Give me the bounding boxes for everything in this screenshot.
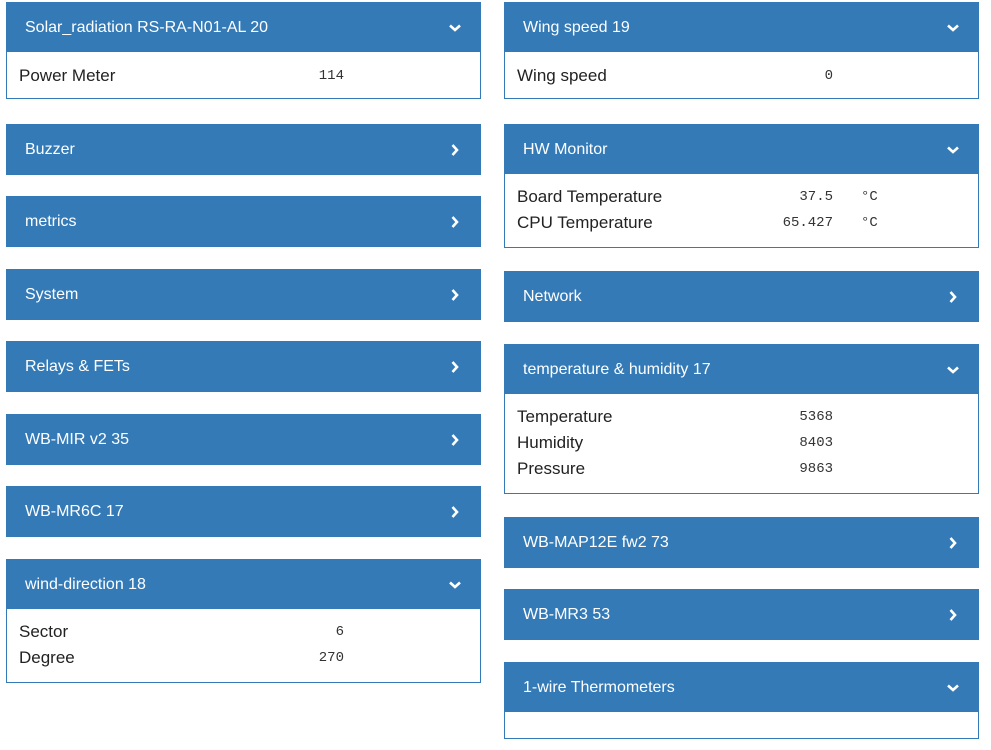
control-value: 5368 [799, 409, 833, 425]
control-row: Pressure 9863 [517, 456, 966, 482]
panel-title: metrics [25, 212, 77, 230]
control-row: Sector 6 [19, 619, 468, 645]
control-row: Power Meter 114 [19, 63, 468, 89]
panel-heading-buzzer[interactable]: Buzzer [7, 125, 480, 174]
panel-heading-wing-speed[interactable]: Wing speed 19 [505, 3, 978, 52]
panel-title: temperature & humidity 17 [523, 360, 711, 378]
panel-heading-system[interactable]: System [7, 270, 480, 319]
chevron-down-icon [946, 143, 960, 157]
control-value: 0 [824, 68, 833, 84]
chevron-right-icon [946, 608, 960, 622]
control-label: Board Temperature [517, 187, 663, 206]
panel-heading-temperature-humidity[interactable]: temperature & humidity 17 [505, 345, 978, 394]
control-value: 37.5 [799, 189, 833, 205]
panel-title: Buzzer [25, 140, 75, 158]
panel-wb-map12e: WB-MAP12E fw2 73 [504, 517, 979, 568]
control-row: Wing speed 0 [517, 63, 966, 89]
control-label: Wing speed [517, 66, 607, 85]
control-row: Temperature 5368 [517, 404, 966, 430]
panel-title: WB-MR6C 17 [25, 502, 124, 520]
panel-network: Network [504, 271, 979, 322]
panel-title: Relays & FETs [25, 357, 130, 375]
panel-heading-wb-map12e[interactable]: WB-MAP12E fw2 73 [505, 518, 978, 567]
panel-title: System [25, 285, 79, 303]
control-unit: °C [861, 189, 878, 205]
chevron-right-icon [946, 536, 960, 550]
chevron-down-icon [448, 21, 462, 35]
panel-system: System [6, 269, 481, 320]
panel-heading-wind-direction[interactable]: wind-direction 18 [7, 560, 480, 609]
chevron-down-icon [448, 578, 462, 592]
chevron-right-icon [448, 505, 462, 519]
control-label: Degree [19, 648, 75, 667]
control-value: 9863 [799, 461, 833, 477]
control-label: Sector [19, 622, 69, 641]
panel-title: Network [523, 287, 582, 305]
panel-wb-mr3: WB-MR3 53 [504, 589, 979, 640]
control-label: Humidity [517, 433, 584, 452]
chevron-right-icon [448, 433, 462, 447]
panel-heading-relays-fets[interactable]: Relays & FETs [7, 342, 480, 391]
panel-heading-1-wire-thermometers[interactable]: 1-wire Thermometers [505, 663, 978, 712]
panel-title: Wing speed 19 [523, 18, 630, 36]
panel-title: WB-MIR v2 35 [25, 430, 130, 448]
panel-title: Solar_radiation RS-RA-N01-AL 20 [25, 18, 269, 36]
chevron-right-icon [448, 288, 462, 302]
panel-heading-network[interactable]: Network [505, 272, 978, 321]
panel-relays-fets: Relays & FETs [6, 341, 481, 392]
panel-body: Power Meter 114 [7, 52, 480, 98]
chevron-down-icon [946, 21, 960, 35]
control-value: 8403 [799, 435, 833, 451]
panel-1-wire-thermometers: 1-wire Thermometers [504, 662, 979, 739]
chevron-right-icon [946, 290, 960, 304]
control-label: Power Meter [19, 66, 116, 85]
control-label: Pressure [517, 459, 586, 478]
panel-temperature-humidity: temperature & humidity 17 Temperature 53… [504, 344, 979, 494]
panel-heading-solar-radiation[interactable]: Solar_radiation RS-RA-N01-AL 20 [7, 3, 480, 52]
panel-title: wind-direction 18 [25, 575, 146, 593]
control-row: CPU Temperature 65.427 °C [517, 210, 966, 236]
panel-title: HW Monitor [523, 140, 608, 158]
control-row: Degree 270 [19, 645, 468, 671]
control-value: 114 [318, 68, 344, 84]
panel-wb-mir: WB-MIR v2 35 [6, 414, 481, 465]
panel-heading-wb-mr6c[interactable]: WB-MR6C 17 [7, 487, 480, 536]
panel-body: Wing speed 0 [505, 52, 978, 98]
panel-heading-metrics[interactable]: metrics [7, 197, 480, 246]
panel-metrics: metrics [6, 196, 481, 247]
chevron-right-icon [448, 215, 462, 229]
control-label: CPU Temperature [517, 213, 653, 232]
panel-solar-radiation: Solar_radiation RS-RA-N01-AL 20 Power Me… [6, 2, 481, 99]
chevron-down-icon [946, 681, 960, 695]
control-label: Temperature [517, 407, 613, 426]
panel-body: Board Temperature 37.5 °C CPU Temperatur… [505, 174, 978, 247]
panel-body: Sector 6 Degree 270 [7, 609, 480, 682]
chevron-right-icon [448, 143, 462, 157]
control-unit: °C [861, 215, 878, 231]
panel-wing-speed: Wing speed 19 Wing speed 0 [504, 2, 979, 99]
panel-title: WB-MR3 53 [523, 605, 611, 623]
chevron-right-icon [448, 360, 462, 374]
panel-heading-hw-monitor[interactable]: HW Monitor [505, 125, 978, 174]
control-value: 6 [335, 624, 344, 640]
panel-title: 1-wire Thermometers [523, 678, 675, 696]
panel-title: WB-MAP12E fw2 73 [523, 533, 669, 551]
panel-body: Temperature 5368 Humidity 8403 Pressure … [505, 394, 978, 493]
panel-wb-mr6c: WB-MR6C 17 [6, 486, 481, 537]
panel-heading-wb-mir[interactable]: WB-MIR v2 35 [7, 415, 480, 464]
panel-buzzer: Buzzer [6, 124, 481, 175]
control-row: Board Temperature 37.5 °C [517, 184, 966, 210]
panel-hw-monitor: HW Monitor Board Temperature 37.5 °C CPU… [504, 124, 979, 248]
control-row: Humidity 8403 [517, 430, 966, 456]
chevron-down-icon [946, 363, 960, 377]
control-value: 270 [318, 650, 344, 666]
panel-heading-wb-mr3[interactable]: WB-MR3 53 [505, 590, 978, 639]
panel-wind-direction: wind-direction 18 Sector 6 Degree 270 [6, 559, 481, 683]
control-value: 65.427 [782, 215, 833, 231]
